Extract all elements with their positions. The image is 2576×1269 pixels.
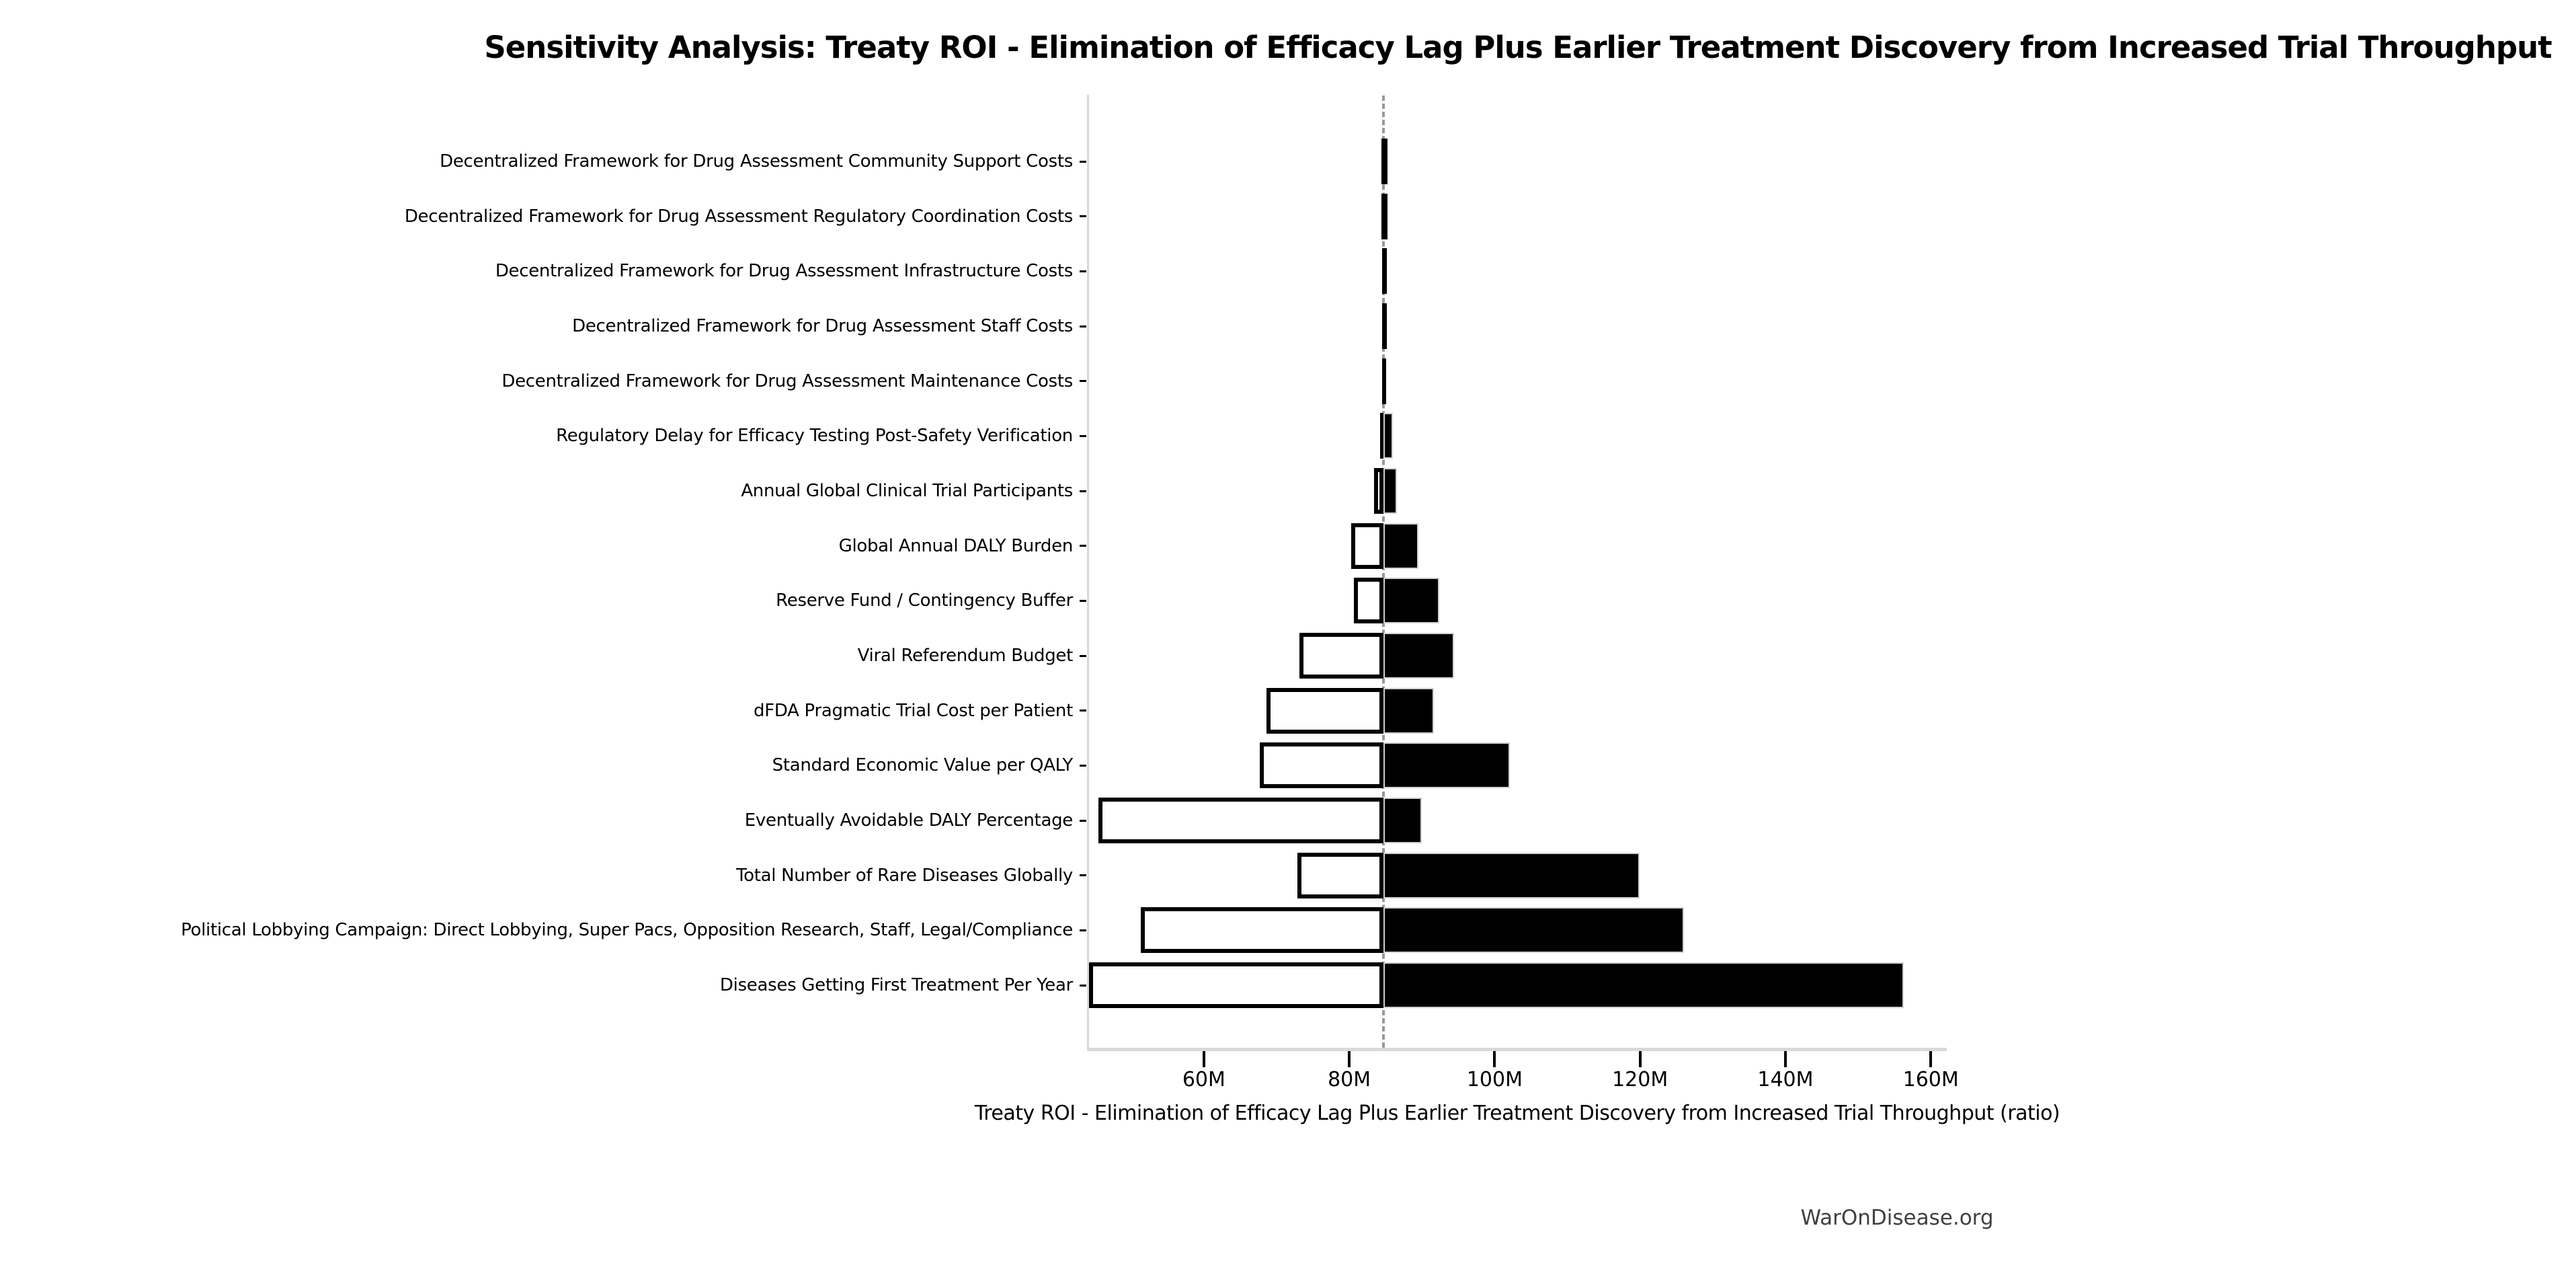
- y-axis-label: Viral Referendum Budget: [857, 646, 1074, 666]
- y-axis-label: Eventually Avoidable DALY Percentage: [744, 810, 1074, 831]
- high-bar: [1383, 358, 1387, 404]
- x-axis-tick: [1202, 1051, 1205, 1067]
- high-bar: [1383, 633, 1454, 679]
- x-axis-tick: [1638, 1051, 1642, 1067]
- low-bar: [1373, 468, 1383, 514]
- y-axis-tick: [1080, 434, 1086, 437]
- low-bar: [1381, 303, 1383, 349]
- high-bar: [1383, 962, 1904, 1009]
- y-axis-tick: [1080, 270, 1086, 272]
- y-axis-tick: [1080, 490, 1086, 492]
- low-bar: [1089, 962, 1383, 1009]
- high-bar: [1383, 852, 1640, 898]
- y-axis-label: dFDA Pragmatic Trial Cost per Patient: [753, 700, 1073, 721]
- y-axis-tick: [1080, 215, 1086, 218]
- low-bar: [1140, 907, 1383, 954]
- high-bar: [1383, 468, 1398, 514]
- y-axis-label: Regulatory Delay for Efficacy Testing Po…: [556, 426, 1073, 447]
- y-axis-label: Decentralized Framework for Drug Assessm…: [440, 151, 1073, 171]
- x-axis-tick: [1493, 1051, 1496, 1067]
- y-axis-tick: [1080, 599, 1086, 602]
- y-axis-label: Decentralized Framework for Drug Assessm…: [572, 316, 1073, 336]
- x-tick-label: 140M: [1757, 1068, 1814, 1091]
- y-axis-label: Diseases Getting First Treatment Per Yea…: [719, 975, 1073, 996]
- high-bar: [1383, 798, 1422, 844]
- y-axis-tick: [1080, 929, 1086, 931]
- y-axis-label: Annual Global Clinical Trial Participant…: [741, 481, 1073, 502]
- high-bar: [1383, 413, 1393, 459]
- low-bar: [1381, 139, 1383, 184]
- high-bar: [1383, 742, 1511, 789]
- x-axis-tick: [1348, 1051, 1351, 1067]
- y-axis-tick: [1080, 545, 1086, 547]
- high-bar: [1383, 139, 1388, 184]
- high-bar: [1383, 523, 1418, 569]
- y-axis-label: Reserve Fund / Contingency Buffer: [776, 590, 1073, 611]
- low-bar: [1382, 358, 1384, 404]
- y-axis-label: Decentralized Framework for Drug Assessm…: [495, 261, 1073, 282]
- low-bar: [1260, 742, 1383, 789]
- high-bar: [1383, 248, 1387, 295]
- x-axis-title: Treaty ROI - Elimination of Efficacy Lag…: [974, 1102, 2060, 1125]
- chart-title: Sensitivity Analysis: Treaty ROI - Elimi…: [484, 30, 2552, 65]
- y-axis-label: Standard Economic Value per QALY: [772, 755, 1074, 776]
- low-bar: [1297, 852, 1383, 898]
- low-bar: [1353, 578, 1383, 624]
- high-bar: [1383, 578, 1440, 624]
- low-bar: [1381, 193, 1383, 239]
- y-axis-tick: [1080, 325, 1086, 328]
- low-bar: [1098, 798, 1383, 844]
- y-axis-label: Decentralized Framework for Drug Assessm…: [404, 206, 1073, 227]
- y-axis-label: Global Annual DALY Burden: [838, 535, 1074, 556]
- x-tick-label: 80M: [1328, 1068, 1371, 1091]
- low-bar: [1266, 687, 1383, 734]
- y-axis-tick: [1080, 654, 1086, 657]
- baseline-dashed-line: [1381, 95, 1385, 1048]
- low-bar: [1379, 413, 1383, 459]
- y-axis-tick: [1080, 764, 1086, 767]
- x-tick-label: 160M: [1902, 1068, 1959, 1091]
- y-axis-spine: [1087, 95, 1089, 1049]
- y-axis-tick: [1080, 874, 1086, 877]
- x-tick-label: 60M: [1182, 1068, 1225, 1091]
- high-bar: [1383, 687, 1434, 734]
- footer-watermark: WarOnDisease.org: [1800, 1206, 1994, 1230]
- x-axis-tick: [1783, 1051, 1787, 1067]
- y-axis-tick: [1080, 984, 1086, 987]
- y-axis-tick: [1080, 160, 1086, 163]
- y-axis-label: Total Number of Rare Diseases Globally: [735, 865, 1073, 886]
- low-bar: [1299, 633, 1383, 679]
- x-tick-label: 100M: [1466, 1068, 1523, 1091]
- high-bar: [1383, 193, 1388, 239]
- x-axis-tick: [1929, 1051, 1933, 1067]
- high-bar: [1383, 303, 1387, 349]
- y-axis-tick: [1080, 380, 1086, 383]
- y-axis-label: Political Lobbying Campaign: Direct Lobb…: [181, 920, 1073, 941]
- y-axis-tick: [1080, 819, 1086, 822]
- x-tick-label: 120M: [1612, 1068, 1668, 1091]
- low-bar: [1351, 523, 1383, 569]
- y-axis-tick: [1080, 709, 1086, 712]
- low-bar: [1381, 248, 1383, 295]
- high-bar: [1383, 907, 1684, 954]
- x-axis-spine: [1087, 1048, 1947, 1051]
- y-axis-label: Decentralized Framework for Drug Assessm…: [501, 371, 1073, 391]
